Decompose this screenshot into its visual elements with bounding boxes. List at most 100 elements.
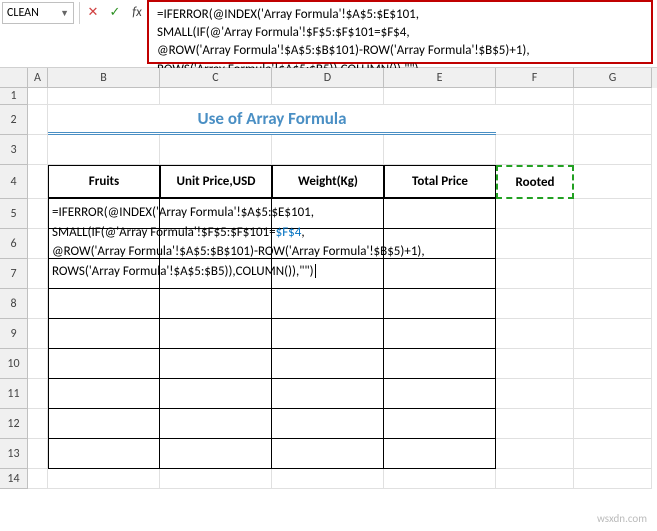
header-total-price[interactable]: Total Price (384, 165, 496, 199)
formula-input[interactable]: =IFERROR(@INDEX('Array Formula'!$A$5:$E$… (147, 0, 653, 64)
cell-C13[interactable] (160, 439, 272, 469)
fx-icon[interactable]: fx (127, 2, 147, 22)
cell-F2[interactable] (496, 105, 574, 135)
cell-A9[interactable] (28, 319, 48, 349)
cell-A8[interactable] (28, 289, 48, 319)
cell-G9[interactable] (574, 319, 652, 349)
cell-F1[interactable] (496, 88, 574, 105)
cell-D12[interactable] (272, 409, 384, 439)
cell-A10[interactable] (28, 349, 48, 379)
cell-D11[interactable] (272, 379, 384, 409)
cell-E8[interactable] (384, 289, 496, 319)
cell-F11[interactable] (496, 379, 574, 409)
cell-E11[interactable] (384, 379, 496, 409)
header-weight[interactable]: Weight(Kg) (272, 165, 384, 199)
cell-G6[interactable] (574, 229, 652, 259)
cell-G11[interactable] (574, 379, 652, 409)
row-header-14[interactable]: 14 (0, 469, 28, 489)
cell-A3[interactable] (28, 135, 48, 165)
cell-E12[interactable] (384, 409, 496, 439)
col-header-F[interactable]: F (496, 68, 574, 88)
col-header-G[interactable]: G (574, 68, 652, 88)
cell-B11[interactable] (48, 379, 160, 409)
cell-B1[interactable] (48, 88, 160, 105)
cell-F8[interactable] (496, 289, 574, 319)
cell-C12[interactable] (160, 409, 272, 439)
cell-F14[interactable] (496, 469, 574, 489)
cell-C11[interactable] (160, 379, 272, 409)
cell-D9[interactable] (272, 319, 384, 349)
cell-F9[interactable] (496, 319, 574, 349)
cell-B9[interactable] (48, 319, 160, 349)
cell-B14[interactable] (48, 469, 160, 489)
cell-formula-editing[interactable]: =IFERROR(@INDEX('Array Formula'!$A$5:$E$… (48, 199, 548, 285)
cell-B8[interactable] (48, 289, 160, 319)
cell-A1[interactable] (28, 88, 48, 105)
name-box[interactable]: CLEAN ▼ (2, 2, 74, 24)
cell-A6[interactable] (28, 229, 48, 259)
col-header-C[interactable]: C (160, 68, 272, 88)
cell-B13[interactable] (48, 439, 160, 469)
row-header-8[interactable]: 8 (0, 289, 28, 319)
header-unit-price[interactable]: Unit Price,USD (160, 165, 272, 199)
cell-F13[interactable] (496, 439, 574, 469)
cell-G7[interactable] (574, 259, 652, 289)
cancel-icon[interactable]: ✕ (83, 2, 103, 22)
cell-G1[interactable] (574, 88, 652, 105)
row-header-2[interactable]: 2 (0, 105, 28, 135)
cell-G13[interactable] (574, 439, 652, 469)
cell-D10[interactable] (272, 349, 384, 379)
cell-A11[interactable] (28, 379, 48, 409)
cell-D14[interactable] (272, 469, 384, 489)
cell-A5[interactable] (28, 199, 48, 229)
cell-A4[interactable] (28, 165, 48, 199)
header-rooted[interactable]: Rooted (496, 165, 574, 199)
cell-E10[interactable] (384, 349, 496, 379)
cell-F12[interactable] (496, 409, 574, 439)
col-header-E[interactable]: E (384, 68, 496, 88)
cell-G8[interactable] (574, 289, 652, 319)
cell-G2[interactable] (574, 105, 652, 135)
row-header-5[interactable]: 5 (0, 199, 28, 229)
cell-E9[interactable] (384, 319, 496, 349)
cell-C14[interactable] (160, 469, 272, 489)
row-header-11[interactable]: 11 (0, 379, 28, 409)
cell-B12[interactable] (48, 409, 160, 439)
row-header-10[interactable]: 10 (0, 349, 28, 379)
cell-G4[interactable] (574, 165, 652, 199)
confirm-icon[interactable]: ✓ (105, 2, 125, 22)
cell-G10[interactable] (574, 349, 652, 379)
cell-A13[interactable] (28, 439, 48, 469)
row-header-6[interactable]: 6 (0, 229, 28, 259)
col-header-B[interactable]: B (48, 68, 160, 88)
cell-D1[interactable] (272, 88, 384, 105)
cell-G12[interactable] (574, 409, 652, 439)
name-box-dropdown-icon[interactable]: ▼ (60, 8, 69, 19)
cell-C3[interactable] (160, 135, 272, 165)
cell-E3[interactable] (384, 135, 496, 165)
cell-E13[interactable] (384, 439, 496, 469)
cell-F3[interactable] (496, 135, 574, 165)
row-header-7[interactable]: 7 (0, 259, 28, 289)
cell-B3[interactable] (48, 135, 160, 165)
row-header-12[interactable]: 12 (0, 409, 28, 439)
cell-F10[interactable] (496, 349, 574, 379)
cell-A14[interactable] (28, 469, 48, 489)
row-header-1[interactable]: 1 (0, 88, 28, 105)
cell-G3[interactable] (574, 135, 652, 165)
cell-E1[interactable] (384, 88, 496, 105)
header-fruits[interactable]: Fruits (48, 165, 160, 199)
cell-A2[interactable] (28, 105, 48, 135)
cell-C1[interactable] (160, 88, 272, 105)
cell-A12[interactable] (28, 409, 48, 439)
cell-B10[interactable] (48, 349, 160, 379)
cell-C8[interactable] (160, 289, 272, 319)
cell-G5[interactable] (574, 199, 652, 229)
cell-C10[interactable] (160, 349, 272, 379)
cell-G14[interactable] (574, 469, 652, 489)
cell-E14[interactable] (384, 469, 496, 489)
cell-C9[interactable] (160, 319, 272, 349)
cell-A7[interactable] (28, 259, 48, 289)
col-header-D[interactable]: D (272, 68, 384, 88)
cell-D13[interactable] (272, 439, 384, 469)
